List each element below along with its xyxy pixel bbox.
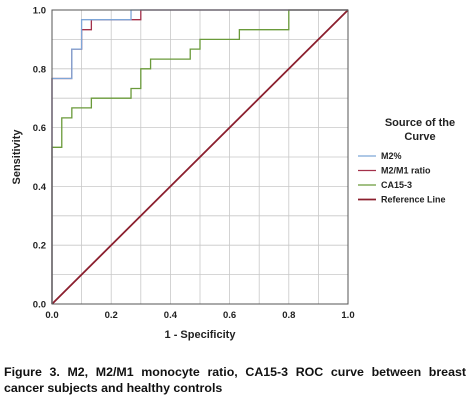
legend-title-line2: Curve: [404, 131, 435, 143]
x-tick-label: 1.0: [341, 310, 354, 321]
y-axis-title: Sensitivity: [11, 129, 23, 185]
series-line-ca15-3: [51, 9, 348, 304]
x-tick-label: 0.4: [164, 310, 178, 321]
legend: Source of the Curve M2% M2/M1 ratio CA15-3…: [358, 117, 455, 205]
series-line-reference-line: [51, 9, 349, 305]
y-tick-label: 1.0: [33, 6, 46, 17]
legend-title-line1: Source of the: [385, 117, 455, 129]
legend-label-ca15-3: CA15-3: [381, 180, 412, 190]
y-tick-label: 0.6: [33, 123, 46, 134]
y-tick-label: 0.0: [33, 300, 46, 311]
legend-label-m2-m1-ratio: M2/M1 ratio: [381, 166, 431, 176]
legend-label-reference-line: Reference Line: [381, 195, 446, 205]
y-tick-label: 0.2: [33, 241, 46, 252]
x-tick-label: 0.6: [223, 310, 236, 321]
y-tick-label: 0.4: [33, 182, 47, 193]
x-axis-title: 1 - Specificity: [165, 329, 237, 341]
y-tick-label: 0.8: [33, 64, 46, 75]
plot-frame: [51, 9, 349, 305]
x-tick-label: 0.8: [282, 310, 295, 321]
series-layer: [51, 9, 349, 305]
series-line-m2: [51, 9, 348, 304]
figure-caption: Figure 3. M2, M2/M1 monocyte ratio, CA15…: [4, 365, 466, 395]
x-tick-label: 0.0: [45, 310, 58, 321]
tick-labels: 0.0 0.2 0.4 0.6 0.8 1.0 0.0 0.2 0.4 0.6 0.8 1.0: [33, 6, 355, 322]
roc-chart: 0.0 0.2 0.4 0.6 0.8 1.0 0.0 0.2 0.4 0.6 0.8 1.0 1 -…: [11, 6, 455, 342]
legend-items: M2% M2/M1 ratio CA15-3 Reference Line: [358, 151, 446, 205]
legend-label-m2: M2%: [381, 151, 402, 161]
x-tick-label: 0.2: [105, 310, 118, 321]
